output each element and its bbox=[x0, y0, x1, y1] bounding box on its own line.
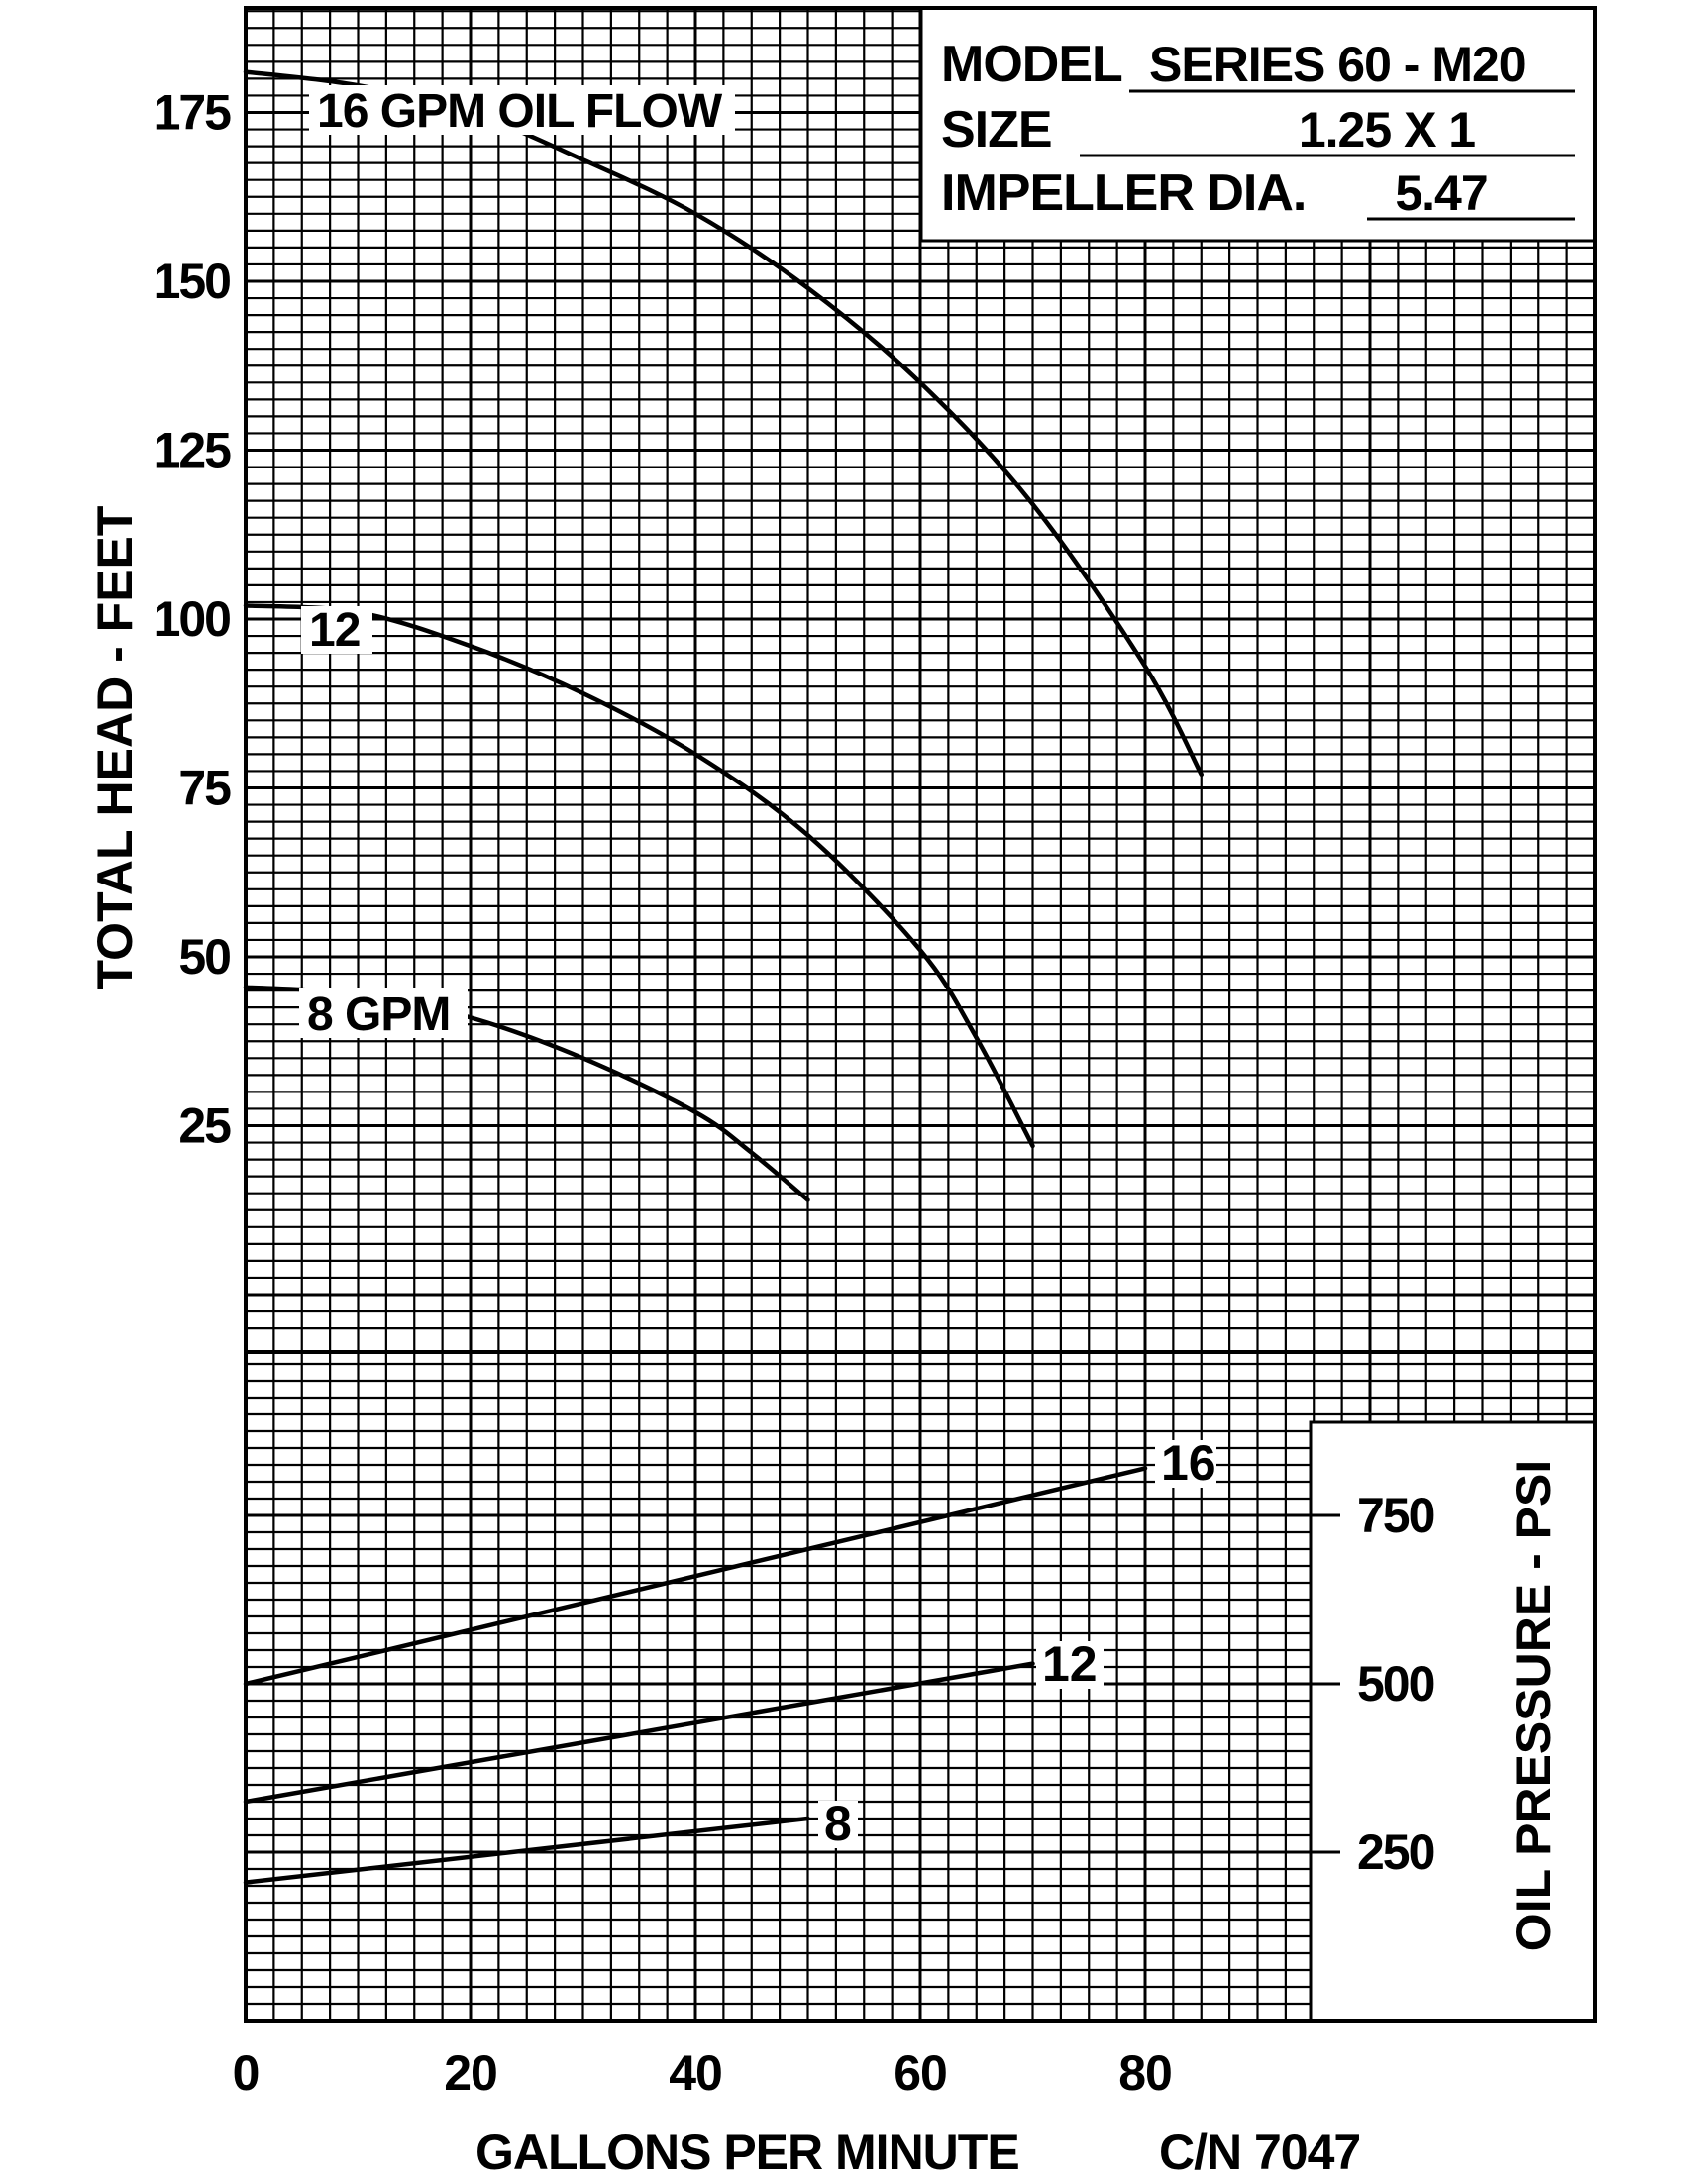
pressure-axis-title: OIL PRESSURE - PSI bbox=[1506, 1460, 1561, 1951]
series-label-bg bbox=[818, 1801, 858, 1848]
model-value: SERIES 60 - M20 bbox=[1149, 37, 1526, 92]
impeller-value: 5.47 bbox=[1395, 165, 1487, 221]
head-tick-label: 100 bbox=[154, 591, 231, 647]
label-layer: 25 50 75 100 125 150 175 TOTAL HEAD - FEET 250 50… bbox=[87, 36, 1575, 2180]
head-series-label: 12 bbox=[309, 604, 360, 657]
size-label: SIZE bbox=[941, 101, 1052, 158]
part-number: C/N 7047 bbox=[1159, 2125, 1360, 2179]
head-series-label: 16 GPM OIL FLOW bbox=[317, 85, 723, 138]
head-axis-title: TOTAL HEAD - FEET bbox=[87, 506, 143, 990]
pressure-tick-label: 750 bbox=[1357, 1488, 1434, 1543]
x-tick-label: 0 bbox=[233, 2045, 260, 2101]
x-tick-label: 40 bbox=[669, 2045, 722, 2101]
x-axis-title: GALLONS PER MINUTE bbox=[475, 2125, 1019, 2179]
pressure-tick-label: 250 bbox=[1357, 1824, 1434, 1880]
head-tick-label: 175 bbox=[154, 85, 232, 141]
series-layer: 16 GPM OIL FLOW 12 8 GPM 16 12 8 bbox=[243, 69, 1216, 1885]
series-label-bg bbox=[301, 606, 372, 654]
head-series-label: 8 GPM bbox=[307, 988, 450, 1041]
impeller-label: IMPELLER DIA. bbox=[941, 164, 1306, 222]
plot-frame bbox=[244, 6, 1597, 2023]
pressure-series-label: 16 bbox=[1161, 1435, 1216, 1491]
size-value: 1.25 X 1 bbox=[1299, 102, 1475, 157]
frame-layer bbox=[244, 6, 1597, 2023]
pressure-series-label: 8 bbox=[824, 1796, 852, 1851]
info-box bbox=[919, 6, 1597, 243]
pressure-line-8gpm bbox=[243, 1816, 810, 1885]
pressure-line-12gpm bbox=[243, 1661, 1035, 1805]
pressure-line-16gpm bbox=[243, 1466, 1148, 1687]
x-tick-label: 60 bbox=[894, 2045, 947, 2101]
head-tick-label: 50 bbox=[178, 929, 230, 985]
pressure-axis-box bbox=[1309, 1420, 1597, 2023]
head-tick-label: 25 bbox=[178, 1098, 231, 1154]
pressure-tick-label: 500 bbox=[1357, 1656, 1434, 1712]
head-tick-label: 125 bbox=[154, 423, 232, 478]
model-label: MODEL bbox=[941, 36, 1122, 93]
x-tick-label: 20 bbox=[444, 2045, 497, 2101]
series-label-bg bbox=[1155, 1440, 1216, 1488]
head-tick-label: 150 bbox=[154, 254, 231, 309]
head-tick-label: 75 bbox=[178, 761, 231, 816]
series-label-bg bbox=[1036, 1641, 1104, 1689]
series-label-bg bbox=[299, 988, 468, 1038]
series-label-bg bbox=[309, 85, 735, 135]
x-tick-label: 80 bbox=[1118, 2045, 1172, 2101]
head-curve-12gpm bbox=[243, 603, 1035, 1149]
pressure-series-label: 12 bbox=[1042, 1636, 1098, 1692]
